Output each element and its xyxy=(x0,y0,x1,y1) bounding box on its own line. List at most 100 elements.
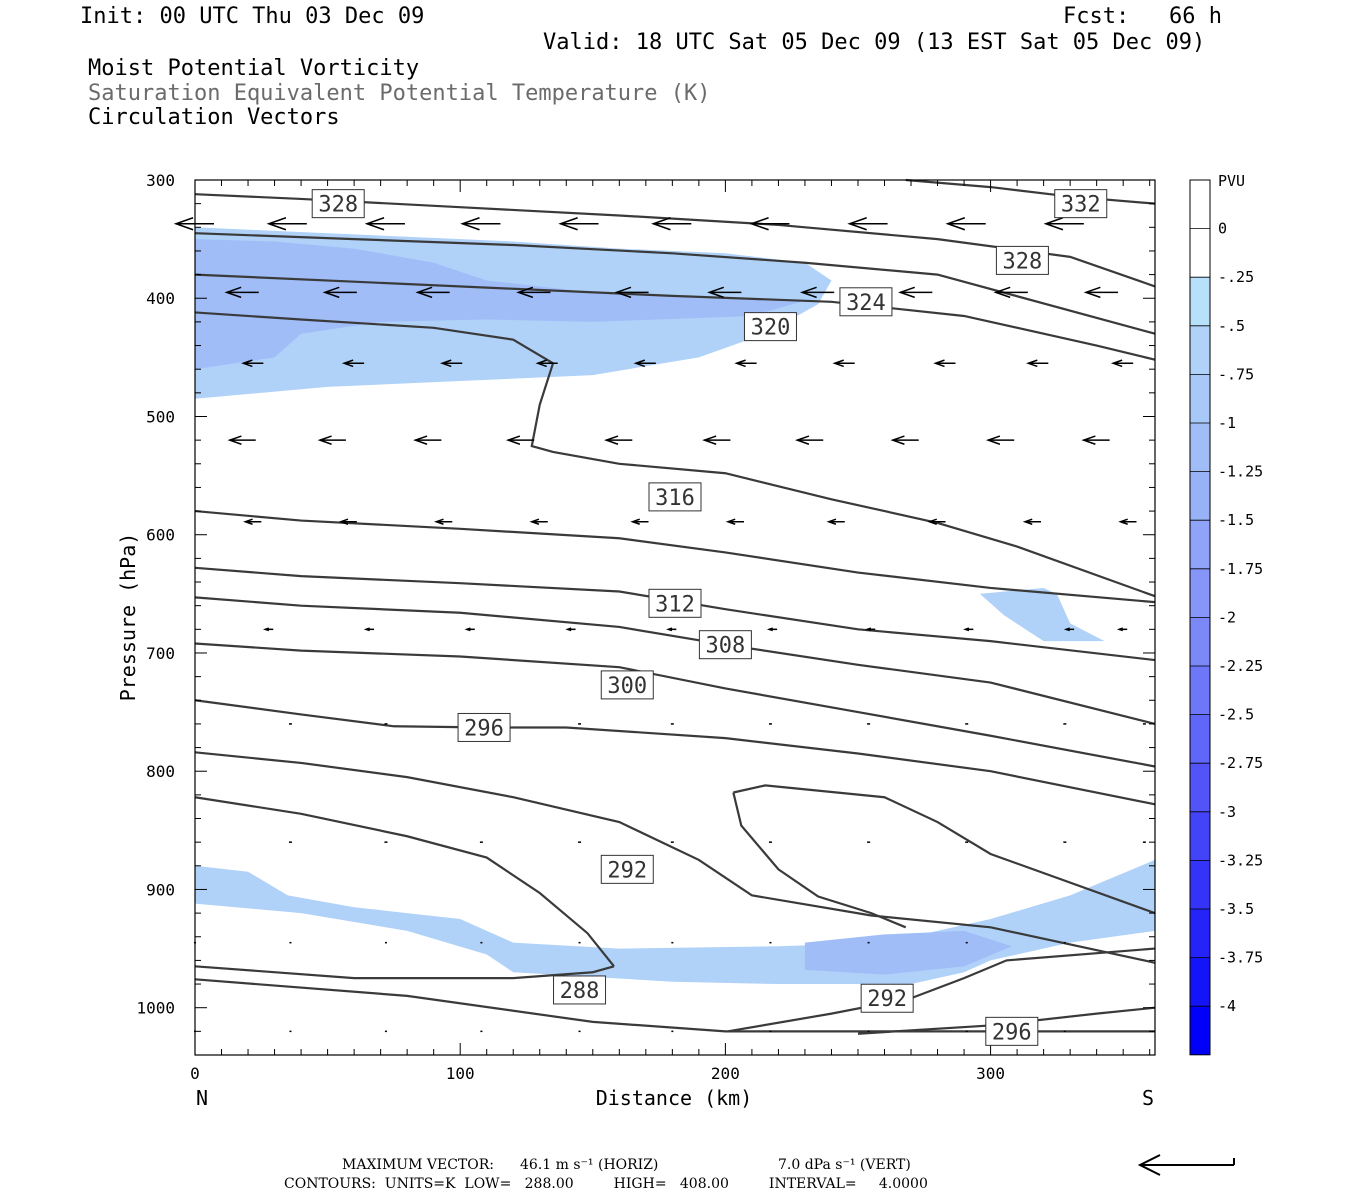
y-tick-label: 800 xyxy=(146,762,175,781)
x-tick-label: 0 xyxy=(190,1064,200,1083)
vector-arrow xyxy=(364,217,405,231)
vector-arrow xyxy=(535,359,558,368)
colorbar-label: -.25 xyxy=(1218,268,1254,286)
contour-label: 320 xyxy=(743,312,797,342)
contour-label: 292 xyxy=(860,983,914,1013)
vector-arrow xyxy=(243,518,262,525)
title-sept: Saturation Equivalent Potential Temperat… xyxy=(88,81,711,106)
isentrope-line xyxy=(194,232,1156,335)
colorbar-label: -1.75 xyxy=(1218,560,1263,578)
vector-arrow xyxy=(262,627,274,632)
vector-arrow xyxy=(434,518,453,525)
contour-label: 288 xyxy=(553,975,607,1005)
reference-vector-arrow xyxy=(1137,1154,1235,1176)
isentrope-line xyxy=(194,965,615,980)
vector-arrow xyxy=(464,627,475,632)
colorbar-label: -1.5 xyxy=(1218,511,1254,529)
vector-arrow xyxy=(1083,286,1118,299)
colorbar-swatch xyxy=(1190,1006,1210,1055)
svg-text:312: 312 xyxy=(655,592,695,617)
isentrope-line xyxy=(905,178,1156,205)
y-axis-label: Pressure (hPa) xyxy=(116,533,140,702)
valid-time: Valid: 18 UTC Sat 05 Dec 09 (13 EST Sat … xyxy=(543,30,1206,55)
vector-arrow xyxy=(1043,217,1084,231)
colorbar-swatch xyxy=(1190,617,1210,666)
contour-label: 328 xyxy=(311,189,365,219)
vector-arrow xyxy=(734,359,757,368)
vector-arrow xyxy=(832,359,855,368)
max-vector-vert: 7.0 dPa s⁻¹ (VERT) xyxy=(778,1157,911,1173)
isentrope-line xyxy=(194,699,1156,806)
contour-label: 332 xyxy=(1054,189,1108,219)
colorbar: PVU 0 -.25 -.5 -.75 -1 -1.25 -1.5 -1.75 -2 -2.25 -2… xyxy=(1189,172,1263,1056)
vector-arrow xyxy=(1116,627,1128,632)
colorbar-label: -3.25 xyxy=(1218,851,1263,869)
vector-arrow xyxy=(890,435,919,445)
x-axis-label: Distance (km) xyxy=(596,1086,753,1110)
x-tick-label: 300 xyxy=(976,1064,1005,1083)
contour-label: 292 xyxy=(600,854,654,884)
south-label: S xyxy=(1142,1086,1154,1110)
colorbar-swatch xyxy=(1190,666,1210,715)
vector-arrow xyxy=(630,518,649,525)
vector-arrow xyxy=(505,435,535,445)
isentrope-line xyxy=(732,792,907,929)
colorbar-label: -2.5 xyxy=(1218,706,1254,724)
colorbar-swatch xyxy=(1190,325,1210,375)
vector-arrow xyxy=(516,286,551,299)
vector-arrow xyxy=(799,286,835,299)
vector-arrow xyxy=(241,359,264,368)
svg-text:316: 316 xyxy=(655,486,695,511)
vector-arrow xyxy=(963,627,974,632)
forecast-hour: Fcst: 66 h xyxy=(1063,4,1222,29)
contours-info: CONTOURS: UNITS=K LOW= 288.00 HIGH= 408.… xyxy=(284,1176,928,1192)
svg-text:292: 292 xyxy=(607,858,647,883)
vector-arrow xyxy=(927,518,946,525)
isentrope-line xyxy=(733,784,1156,915)
colorbar-label: -1 xyxy=(1218,414,1236,432)
circulation-vectors xyxy=(173,217,1146,1033)
colorbar-swatch xyxy=(1190,909,1210,958)
north-label: N xyxy=(196,1086,208,1110)
vector-arrow xyxy=(529,518,548,525)
svg-text:308: 308 xyxy=(706,634,746,659)
vector-arrow xyxy=(338,518,357,525)
vector-arrow xyxy=(933,359,956,368)
vector-arrow xyxy=(707,286,742,299)
colorbar-label: -.5 xyxy=(1218,317,1245,335)
vector-arrow xyxy=(565,627,576,632)
vector-arrow xyxy=(224,286,259,299)
vector-arrow xyxy=(725,518,744,525)
colorbar-label: -3.5 xyxy=(1218,900,1254,918)
colorbar-label: -4 xyxy=(1218,997,1236,1015)
y-tick-label: 600 xyxy=(146,526,175,545)
isentrope-line xyxy=(194,596,1156,725)
vector-arrow xyxy=(1118,518,1137,525)
colorbar-swatch xyxy=(1190,568,1210,618)
svg-text:292: 292 xyxy=(867,987,907,1012)
svg-text:300: 300 xyxy=(607,674,647,699)
colorbar-swatch xyxy=(1190,277,1210,326)
pv-shaded-region xyxy=(195,239,805,370)
vector-arrow xyxy=(266,217,307,231)
colorbar-label: -1.25 xyxy=(1218,463,1263,481)
vector-arrow xyxy=(322,286,357,299)
vector-arrow xyxy=(847,217,888,231)
vector-arrow xyxy=(1081,435,1110,445)
contour-label: 308 xyxy=(698,630,752,660)
title-vectors: Circulation Vectors xyxy=(88,105,340,130)
contour-label: 300 xyxy=(600,670,654,700)
vector-arrow xyxy=(1110,359,1134,368)
isentrope-line xyxy=(194,751,1156,964)
vector-arrow xyxy=(749,217,790,231)
vector-arrow xyxy=(864,627,876,632)
vector-arrow xyxy=(413,435,442,445)
vector-arrow xyxy=(415,286,450,299)
colorbar-label: 0 xyxy=(1218,220,1227,238)
isentrope-line xyxy=(194,273,1156,361)
svg-text:320: 320 xyxy=(751,316,791,341)
pv-shading xyxy=(195,227,1155,985)
vector-arrow xyxy=(945,217,986,231)
vector-arrow xyxy=(558,217,599,231)
